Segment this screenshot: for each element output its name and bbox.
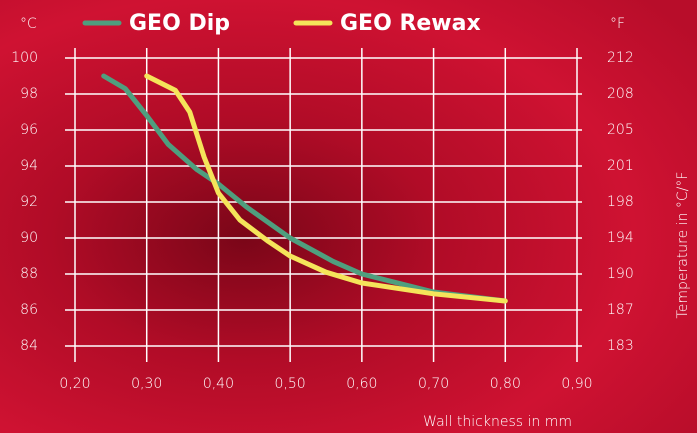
- y-tick-label: 90: [20, 230, 38, 246]
- x-tick-label: 0,30: [131, 376, 162, 392]
- y2-tick-label: 194: [607, 230, 634, 246]
- y-tick-label: 96: [20, 122, 38, 138]
- series-line: [144, 73, 508, 304]
- x-tick-label: 0,50: [275, 376, 306, 392]
- y2-tick-label: 212: [607, 50, 634, 66]
- y-tick-label: 98: [20, 86, 38, 102]
- y2-tick-label: 208: [607, 86, 634, 102]
- y2-tick-label: 190: [607, 266, 634, 282]
- x-tick-label: 0,80: [490, 376, 521, 392]
- y2-tick-label: 201: [607, 158, 634, 174]
- y2-tick-label: 187: [607, 302, 634, 318]
- y-tick-label: 100: [11, 50, 38, 66]
- y2-tick-label: 183: [607, 338, 634, 354]
- y2-tick-label: 205: [607, 122, 634, 138]
- y2-title: Temperature in °C/°F: [675, 172, 691, 319]
- legend-label: GEO Rewax: [340, 11, 481, 36]
- y-tick-label: 92: [20, 194, 38, 210]
- x-axis-label: Wall thickness in mm: [423, 414, 572, 430]
- y2-axis-label: °F: [610, 16, 625, 32]
- x-tick-label: 0,70: [418, 376, 449, 392]
- y-tick-label: 84: [20, 338, 38, 354]
- y-tick-label: 88: [20, 266, 38, 282]
- y-tick-label: 86: [20, 302, 38, 318]
- x-tick-label: 0,90: [561, 376, 592, 392]
- x-tick-label: 0,20: [59, 376, 90, 392]
- series-line: [101, 73, 508, 304]
- y-axis-label: °C: [20, 16, 37, 32]
- legend-label: GEO Dip: [129, 11, 230, 36]
- y2-tick-label: 198: [607, 194, 634, 210]
- x-tick-label: 0,60: [346, 376, 377, 392]
- y-tick-label: 94: [20, 158, 38, 174]
- x-tick-label: 0,40: [203, 376, 234, 392]
